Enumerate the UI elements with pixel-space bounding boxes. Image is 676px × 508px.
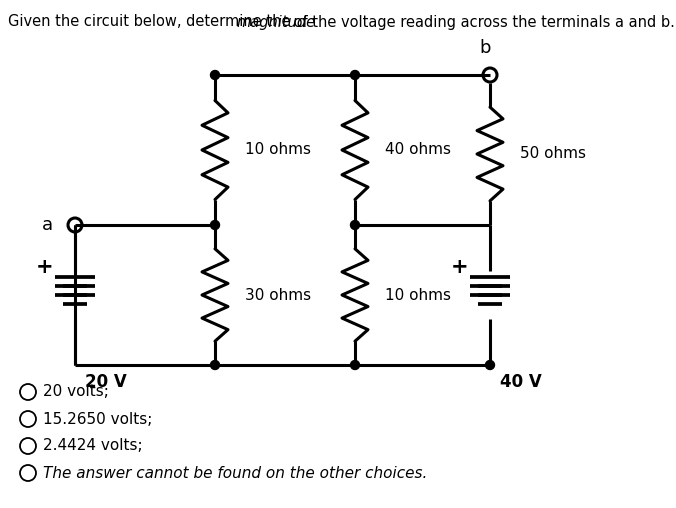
Text: b: b: [479, 39, 491, 57]
Circle shape: [350, 220, 360, 230]
Circle shape: [350, 71, 360, 79]
Circle shape: [485, 361, 495, 369]
Text: 40 ohms: 40 ohms: [385, 143, 451, 157]
Circle shape: [350, 361, 360, 369]
Circle shape: [210, 220, 220, 230]
Text: magnitude: magnitude: [236, 15, 315, 29]
Text: The answer cannot be found on the other choices.: The answer cannot be found on the other …: [43, 465, 427, 481]
Circle shape: [210, 361, 220, 369]
Text: 10 ohms: 10 ohms: [385, 288, 451, 302]
Text: 40 V: 40 V: [500, 373, 541, 391]
Text: 15.2650 volts;: 15.2650 volts;: [43, 411, 152, 427]
Text: 50 ohms: 50 ohms: [520, 146, 586, 162]
Text: +: +: [451, 257, 469, 277]
Text: 2.4424 volts;: 2.4424 volts;: [43, 438, 143, 454]
Text: of the voltage reading across the terminals a and b.: of the voltage reading across the termin…: [289, 15, 675, 29]
Text: 20 V: 20 V: [85, 373, 127, 391]
Circle shape: [210, 71, 220, 79]
Text: 10 ohms: 10 ohms: [245, 143, 311, 157]
Text: 30 ohms: 30 ohms: [245, 288, 311, 302]
Text: Given the circuit below, determine the: Given the circuit below, determine the: [8, 15, 295, 29]
Text: a: a: [42, 216, 53, 234]
Text: +: +: [37, 257, 54, 277]
Text: 20 volts;: 20 volts;: [43, 385, 109, 399]
